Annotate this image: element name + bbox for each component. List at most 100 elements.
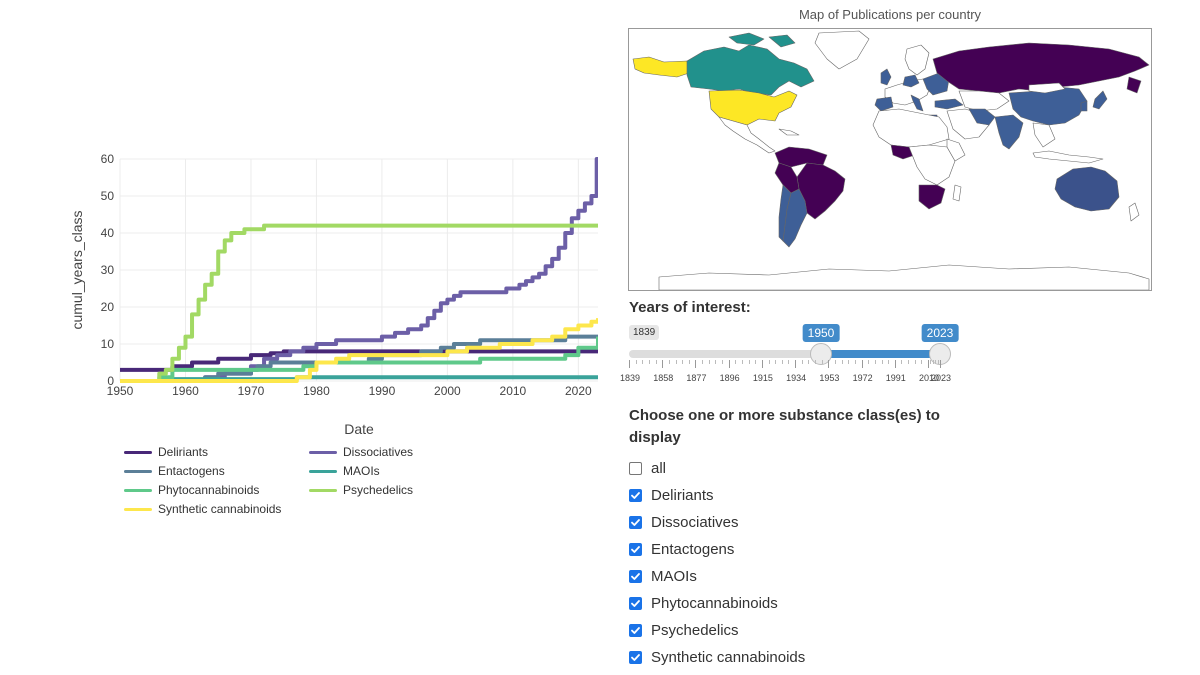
map-region-caribbean (778, 128, 800, 136)
map-region-australia (1054, 166, 1120, 212)
checkbox-row-all[interactable]: all (629, 455, 805, 482)
y-tick-label: 0 (107, 374, 114, 388)
years-of-interest-label: Years of interest: (629, 299, 751, 316)
slider-tick-label: 1858 (653, 373, 674, 383)
slider-major-tick (761, 360, 763, 368)
slider-major-tick (728, 360, 730, 368)
slider-selected-range[interactable] (821, 350, 940, 358)
slider-tick-label: 1991 (885, 373, 906, 383)
map-region-turkey (934, 98, 964, 110)
line-chart-panel: 0 10 20 30 40 50 60 1950 1960 1970 1980 1990 2000 201… (60, 140, 620, 540)
checkbox-checked[interactable] (629, 516, 642, 529)
map-region-spain (874, 96, 894, 112)
checkbox-checked[interactable] (629, 543, 642, 556)
slider-tick-label: 1972 (852, 373, 873, 383)
x-tick-label: 2020 (565, 384, 592, 398)
checkbox-row-maois[interactable]: MAOIs (629, 563, 805, 590)
legend-item-phytocannabinoids[interactable]: Phytocannabinoids (124, 483, 259, 497)
checkbox-row-psychedelics[interactable]: Psychedelics (629, 617, 805, 644)
slider-minor-tick (801, 360, 803, 364)
map-region-se-asia (1032, 122, 1056, 148)
checkbox-row-dissociatives[interactable]: Dissociatives (629, 509, 805, 536)
series-line-psychedelics (120, 223, 598, 383)
slider-tick-label: 2023 (930, 373, 952, 383)
slider-minor-tick (655, 360, 657, 364)
map-region-uk (880, 68, 892, 86)
checkbox-checked[interactable] (629, 570, 642, 583)
slider-track[interactable] (629, 350, 940, 358)
world-map[interactable] (628, 28, 1152, 291)
checkmark-icon (631, 573, 640, 580)
legend-item-entactogens[interactable]: Entactogens (124, 464, 225, 478)
slider-minor-tick (901, 360, 903, 364)
map-region-andes (774, 162, 800, 194)
slider-minor-tick (937, 360, 939, 364)
slider-major-tick (894, 360, 896, 368)
checkbox-row-synthetic-cannabinoids[interactable]: Synthetic cannabinoids (629, 644, 805, 671)
slider-minor-tick (755, 360, 757, 364)
checkbox-label: MAOIs (651, 568, 697, 585)
slider-minor-tick (768, 360, 770, 364)
slider-minor-tick (935, 360, 937, 364)
slider-major-tick (928, 360, 930, 368)
map-region-east-africa (946, 138, 966, 162)
x-tick-label: 1970 (238, 384, 265, 398)
slider-minor-tick (815, 360, 817, 364)
slider-minor-tick (741, 360, 743, 364)
map-region-korea (1080, 100, 1088, 112)
slider-tick-label: 1877 (686, 373, 707, 383)
checkmark-icon (631, 492, 640, 499)
y-tick-label: 60 (101, 152, 115, 166)
slider-tick-label: 1839 (619, 373, 641, 383)
slider-tick-label: 1915 (752, 373, 773, 383)
checkmark-icon (631, 546, 640, 553)
series-line-dissociatives (120, 157, 598, 383)
slider-minor-tick (874, 360, 876, 364)
slider-tick-label: 1934 (786, 373, 807, 383)
checkbox-label: Deliriants (651, 487, 714, 504)
map-region-antarctica (658, 264, 1150, 290)
legend-label: Entactogens (158, 464, 225, 478)
checkmark-icon (631, 519, 640, 526)
legend-label: MAOIs (343, 464, 380, 478)
legend-item-deliriants[interactable]: Deliriants (124, 445, 208, 459)
checkbox-checked[interactable] (629, 597, 642, 610)
slider-low-value: 1950 (802, 324, 840, 342)
legend-label: Synthetic cannabinoids (158, 502, 282, 516)
slider-tick-label: 1953 (819, 373, 840, 383)
checkbox-row-deliriants[interactable]: Deliriants (629, 482, 805, 509)
checkbox-label: Phytocannabinoids (651, 595, 778, 612)
slider-minor-tick (888, 360, 890, 364)
series-line-entactogens (120, 334, 598, 383)
checkbox-row-phytocannabinoids[interactable]: Phytocannabinoids (629, 590, 805, 617)
map-region-southern-africa (918, 184, 946, 210)
slider-major-tick (695, 360, 697, 368)
slider-tick-label: 1896 (719, 373, 740, 383)
legend-item-psychedelics[interactable]: Psychedelics (309, 483, 413, 497)
legend-item-maois[interactable]: MAOIs (309, 464, 380, 478)
checkbox-row-entactogens[interactable]: Entactogens (629, 536, 805, 563)
legend-swatch (124, 469, 152, 473)
map-title: Map of Publications per country (798, 7, 982, 22)
y-tick-label: 20 (101, 300, 115, 314)
x-tick-label: 2010 (500, 384, 527, 398)
cumulative-line-chart: 0 10 20 30 40 50 60 1950 1960 1970 1980 1990 2000 201… (69, 152, 598, 437)
slider-minor-tick (648, 360, 650, 364)
map-region-mongolia (1028, 82, 1066, 94)
checkbox-checked[interactable] (629, 489, 642, 502)
series-line-synthetic-cannabinoids (120, 318, 598, 383)
legend-item-dissociatives[interactable]: Dissociatives (309, 445, 413, 459)
slider-low-handle[interactable] (810, 343, 832, 365)
checkbox-unchecked[interactable] (629, 462, 642, 475)
map-region-indonesia (1032, 150, 1104, 164)
checkbox-checked[interactable] (629, 624, 642, 637)
y-tick-label: 10 (101, 337, 115, 351)
legend-item-synthetic-cannabinoids[interactable]: Synthetic cannabinoids (124, 502, 281, 516)
slider-minor-tick (788, 360, 790, 364)
slider-high-value: 2023 (921, 324, 959, 342)
checkmark-icon (631, 600, 640, 607)
checkbox-checked[interactable] (629, 651, 642, 664)
legend-swatch (124, 507, 152, 511)
legend-swatch (124, 488, 152, 492)
map-region-greenland (814, 30, 870, 70)
